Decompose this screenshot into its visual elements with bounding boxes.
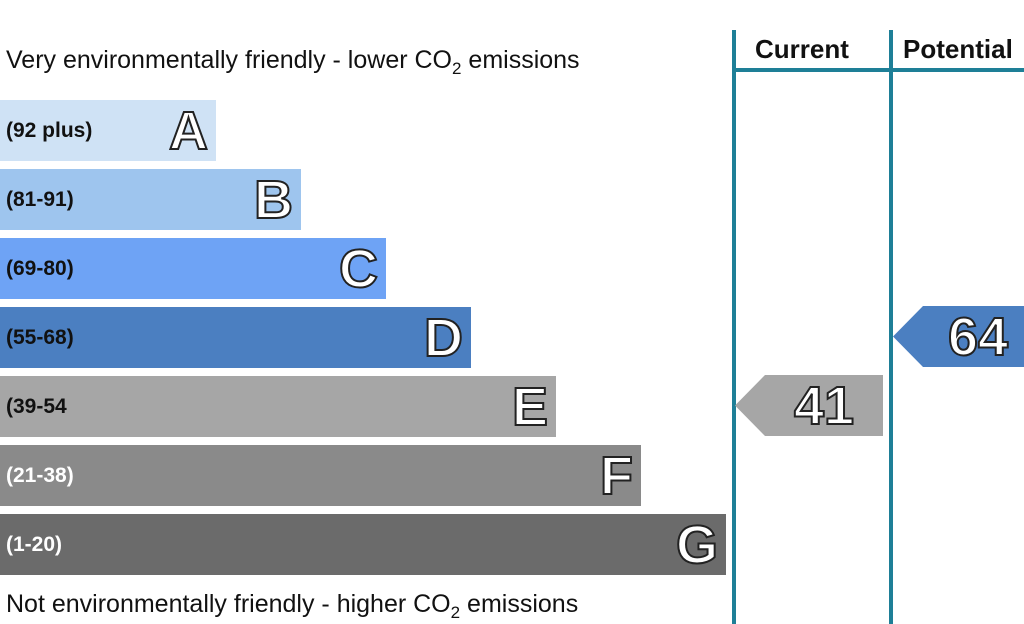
band-range-label: (1-20) <box>6 532 63 556</box>
band-g: (1-20) G <box>0 514 726 575</box>
band-f: (21-38) F <box>0 445 641 506</box>
header-rule <box>732 68 1024 72</box>
band-letter: E <box>511 376 549 437</box>
band-c: (69-80) C <box>0 238 386 299</box>
current-rating-arrow: 41 <box>735 375 883 436</box>
bottom-caption: Not environmentally friendly - higher CO… <box>6 590 579 622</box>
top-caption-subscript: 2 <box>452 59 462 78</box>
top-caption-text: Very environmentally friendly - lower CO <box>6 46 452 74</box>
potential-column-title: Potential <box>903 34 1013 64</box>
band-d: (55-68) D <box>0 307 471 368</box>
band-letter: C <box>338 238 379 299</box>
current-rating-value: 41 <box>793 375 855 436</box>
current-column-title: Current <box>755 34 849 64</box>
potential-rating-arrow: 64 <box>893 306 1024 367</box>
bottom-caption-text: Not environmentally friendly - higher CO <box>6 590 451 618</box>
band-range-label: (81-91) <box>6 187 74 211</box>
band-letter: B <box>253 169 294 230</box>
band-range-label: (69-80) <box>6 256 74 280</box>
top-caption: Very environmentally friendly - lower CO… <box>6 46 580 78</box>
potential-rating-value: 64 <box>947 306 1009 367</box>
band-range-label: (21-38) <box>6 463 74 487</box>
band-e: (39-54 E <box>0 376 556 437</box>
band-letter: D <box>423 307 464 368</box>
band-letter: F <box>599 445 634 506</box>
band-range-label: (92 plus) <box>6 118 93 142</box>
current-column-right-rule <box>889 30 893 624</box>
band-letter: A <box>168 100 209 161</box>
band-range-label: (55-68) <box>6 325 74 349</box>
current-column-left-rule <box>732 30 736 624</box>
band-a: (92 plus) A <box>0 100 216 161</box>
top-caption-tail: emissions <box>461 46 580 74</box>
band-range-label: (39-54 <box>6 394 67 418</box>
bottom-caption-subscript: 2 <box>450 603 461 622</box>
band-b: (81-91) B <box>0 169 301 230</box>
band-letter: G <box>675 514 719 575</box>
bottom-caption-tail: emissions <box>460 590 579 618</box>
